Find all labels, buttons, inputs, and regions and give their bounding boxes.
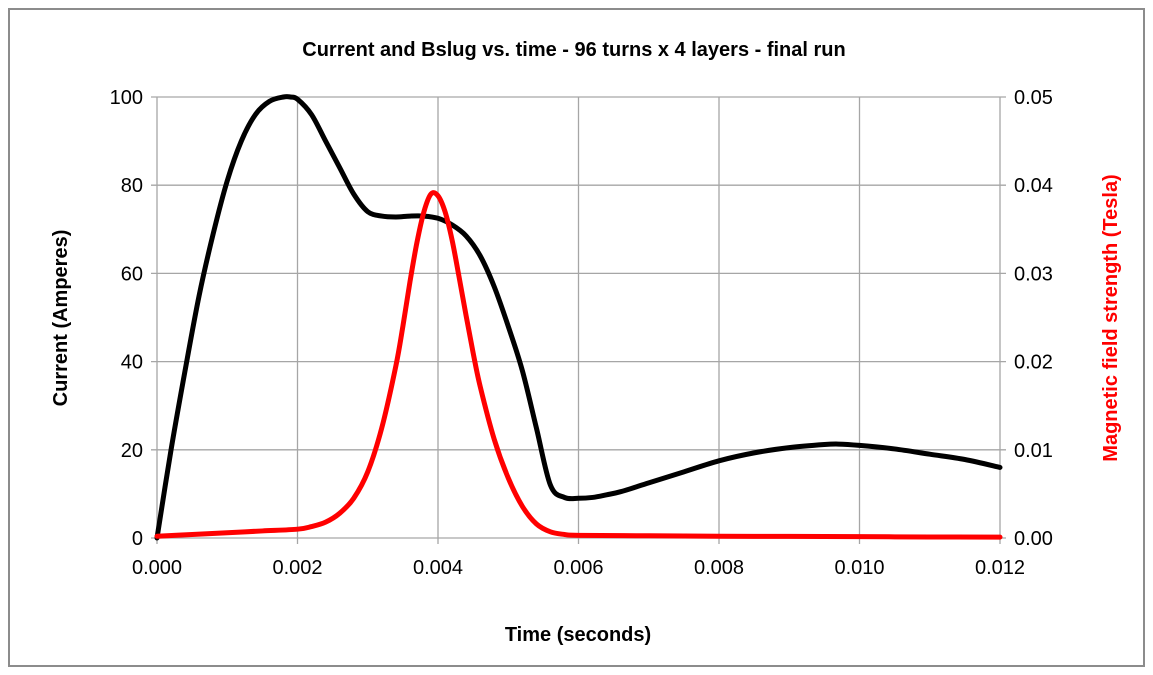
x-tick-label: 0.000 [132, 557, 182, 579]
y-tick-label: 0 [132, 528, 143, 550]
y2-axis-title: Magnetic field strength (Tesla) [1100, 174, 1122, 461]
y2-tick-label: 0.03 [1014, 263, 1053, 285]
x-tick-label: 0.012 [975, 557, 1025, 579]
field-series-line [154, 190, 1003, 540]
y-tick-labels: 0 20 40 60 80 100 [110, 87, 143, 550]
y-tick-label: 60 [121, 263, 143, 285]
y2-tick-label: 0.01 [1014, 440, 1053, 462]
x-axis-title: Time (seconds) [505, 624, 651, 646]
y2-tick-label: 0.05 [1014, 87, 1053, 109]
x-tick-label: 0.010 [834, 557, 884, 579]
chart-frame [8, 8, 1145, 667]
y2-tick-label: 0.02 [1014, 352, 1053, 374]
x-tick-label: 0.006 [553, 557, 603, 579]
x-tick-label: 0.004 [413, 557, 463, 579]
y-tick-label: 80 [121, 175, 143, 197]
series-layer [154, 94, 1003, 541]
y2-tick-label: 0.04 [1014, 175, 1053, 197]
y-tick-label: 100 [110, 87, 143, 109]
vertical-gridlines [156, 97, 1001, 544]
y-axis-title: Current (Amperes) [50, 230, 72, 407]
y2-tick-label: 0.00 [1014, 528, 1053, 550]
x-tick-labels: 0.000 0.002 0.004 0.006 0.008 0.010 0.012 [132, 557, 1025, 579]
current-series-line [154, 94, 1003, 541]
x-tick-label: 0.008 [694, 557, 744, 579]
y2-tick-labels: 0.00 0.01 0.02 0.03 0.04 0.05 [1014, 87, 1053, 550]
y-tick-label: 20 [121, 440, 143, 462]
chart-title: Current and Bslug vs. time - 96 turns x … [302, 39, 845, 61]
y-tick-label: 40 [121, 352, 143, 374]
x-tick-label: 0.002 [272, 557, 322, 579]
